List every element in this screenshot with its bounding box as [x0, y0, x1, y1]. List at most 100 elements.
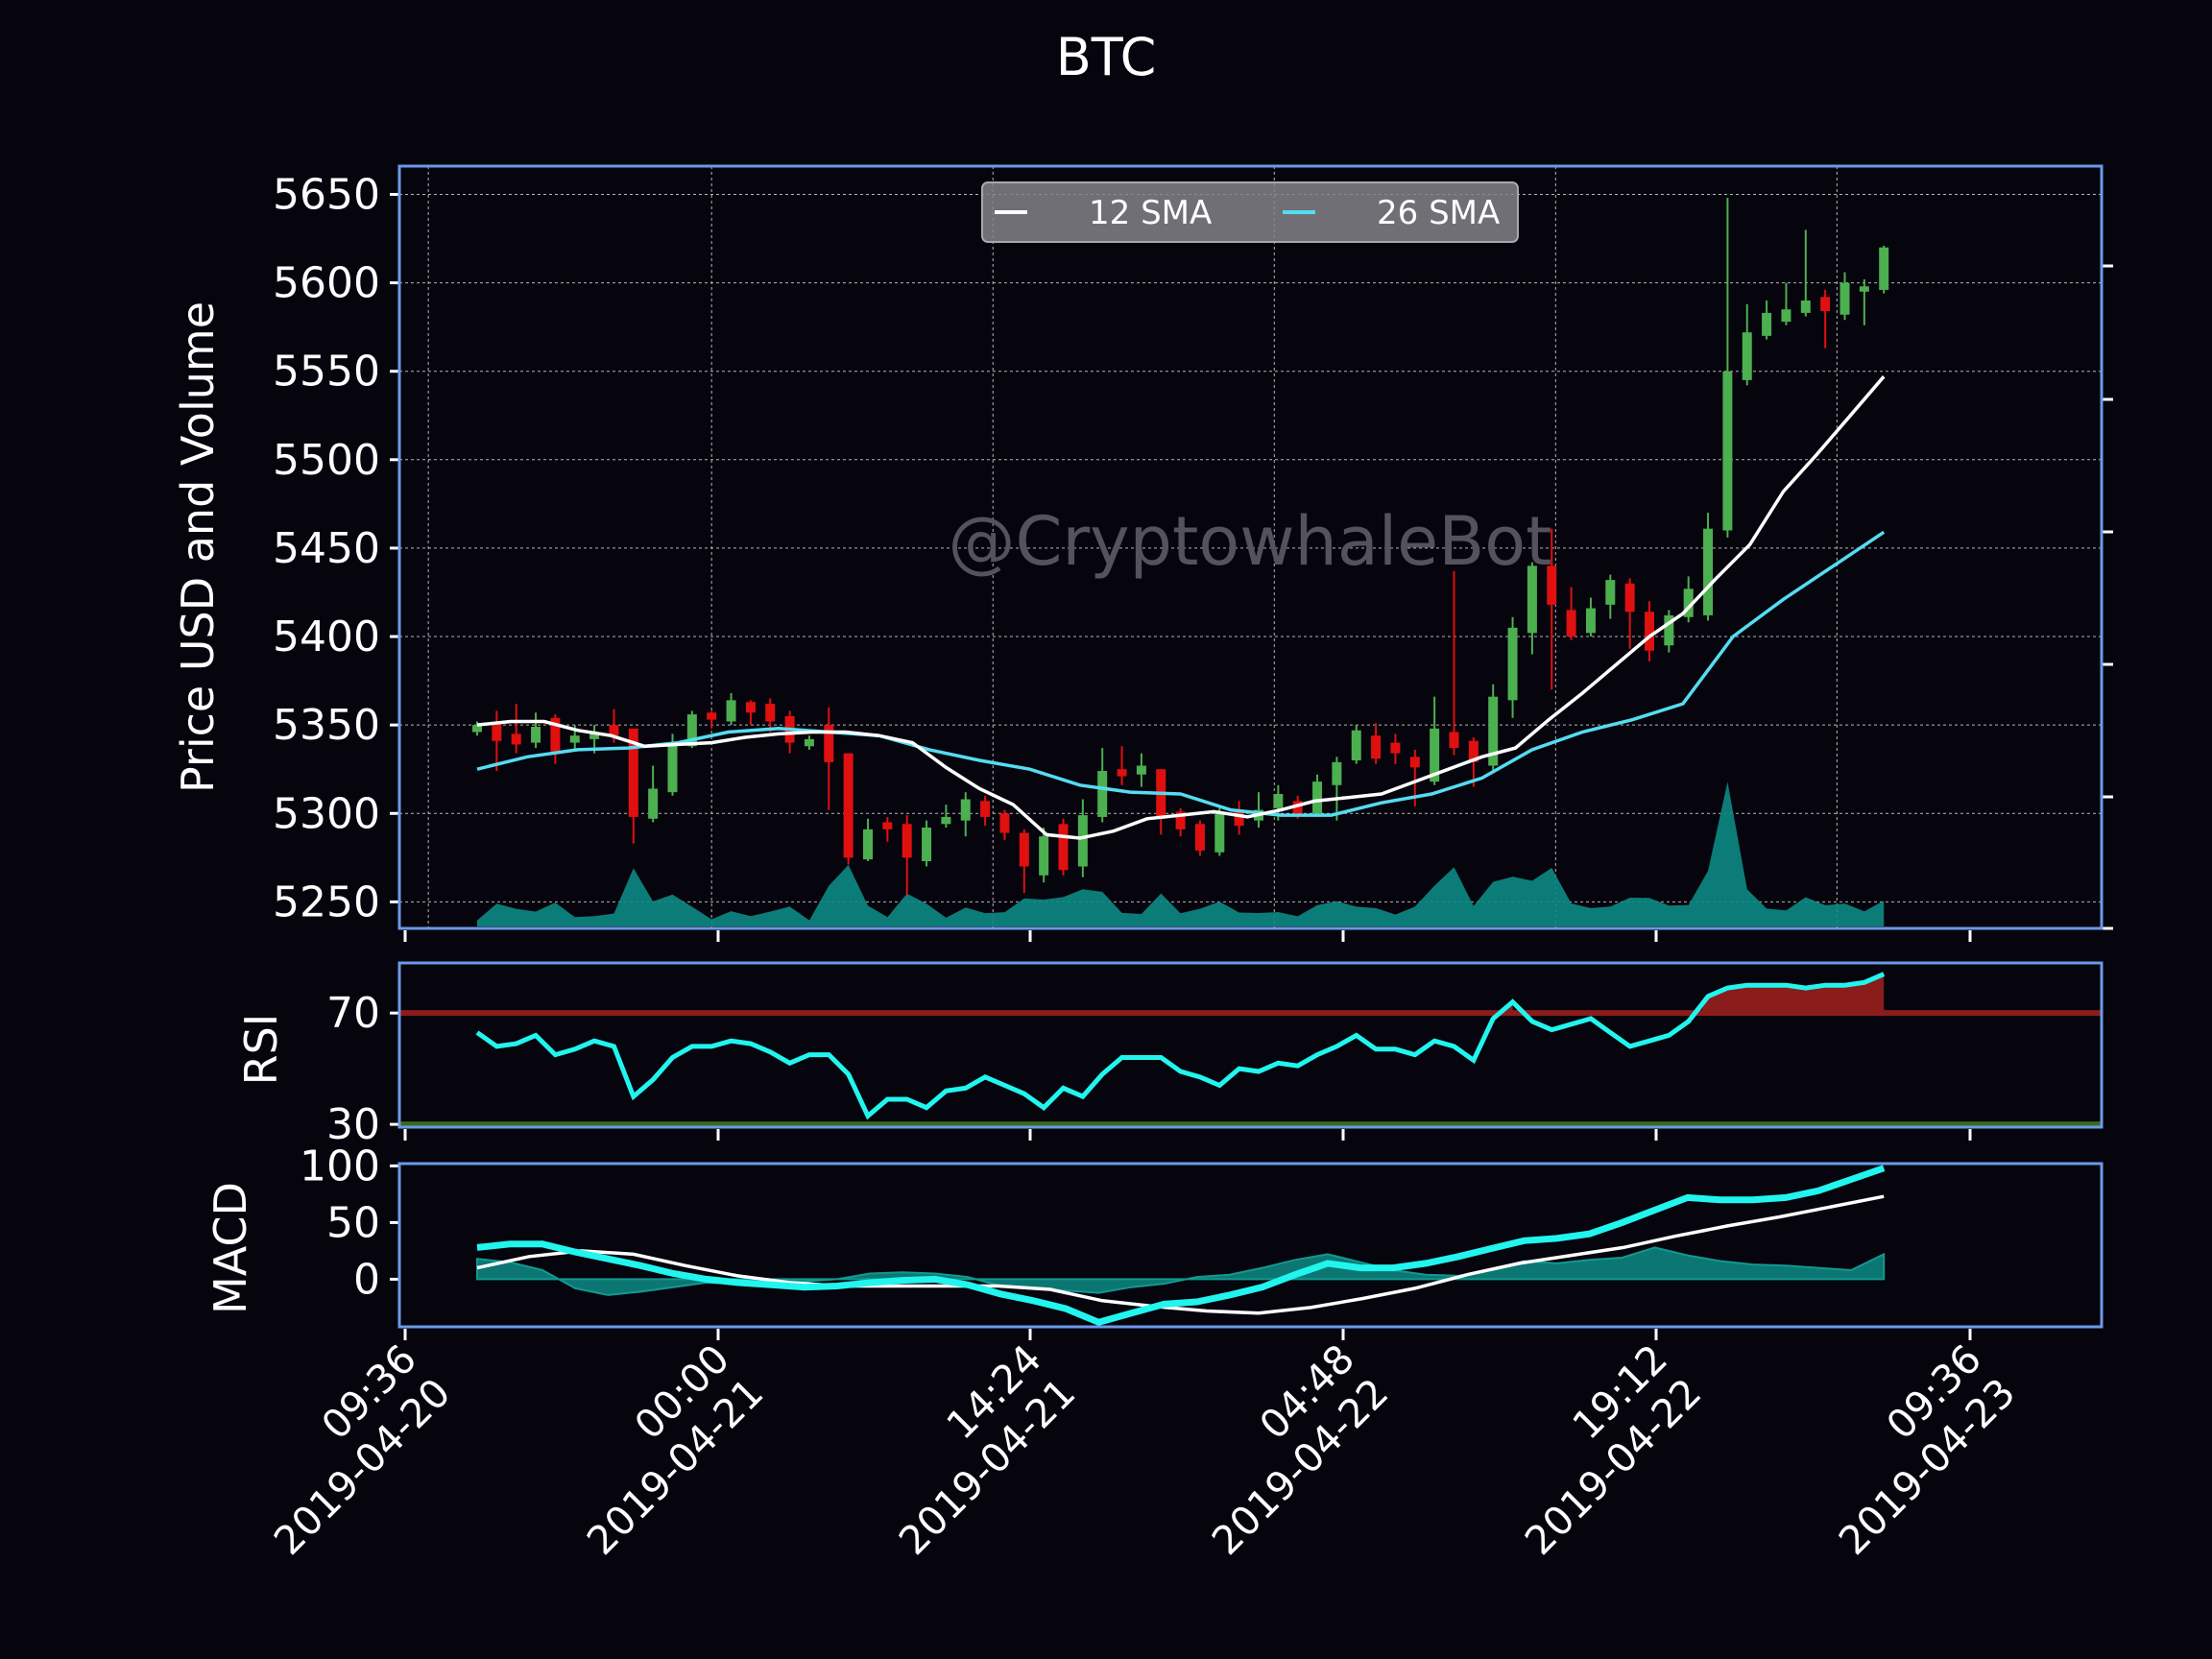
candle-body — [1468, 740, 1479, 762]
macd-y-tick-label: 50 — [326, 1198, 380, 1247]
candle-body — [999, 813, 1010, 833]
candle-body — [531, 726, 541, 743]
rsi-line — [475, 972, 1886, 1120]
macd-line — [476, 1165, 1886, 1326]
legend-box — [981, 181, 1519, 243]
candle-body — [1390, 742, 1401, 754]
price-y-tick-label: 5550 — [273, 348, 380, 397]
price-y-ticks: 5250 5300 5350 5400 5450 5500 5550 5600 5650 — [273, 170, 399, 926]
candle-body — [1879, 247, 1889, 290]
candle-body — [1781, 309, 1791, 323]
rsi-panel-frame — [397, 961, 2104, 1129]
candle-body — [1019, 832, 1029, 867]
candle-body — [1605, 580, 1616, 605]
candle-body — [1077, 815, 1088, 867]
candle-body — [1547, 565, 1557, 605]
candle-body — [686, 714, 697, 747]
candlesticks — [472, 198, 1889, 895]
candle-body — [1273, 793, 1284, 808]
volume-area-shape — [477, 781, 1885, 926]
candle-body — [745, 702, 756, 713]
candle-body — [1312, 781, 1323, 814]
candle-body — [726, 700, 736, 722]
candle-body — [511, 733, 521, 745]
macd-signal-line — [476, 1194, 1885, 1315]
candle-body — [960, 799, 971, 821]
price-y-tick-label: 5500 — [273, 436, 380, 485]
candle-body — [1488, 696, 1499, 766]
candle-body — [1742, 332, 1752, 380]
rsi-overbought-area — [1699, 974, 1885, 1014]
macd-y-tick-label: 0 — [353, 1255, 380, 1304]
macd-histogram-area — [476, 1246, 1886, 1296]
macd-y-ticks: 0 50 100 — [300, 1142, 399, 1304]
candle-body — [550, 717, 561, 752]
candle-body — [492, 723, 502, 741]
price-y-tick-label: 5300 — [273, 789, 380, 838]
candle-body — [1194, 824, 1205, 851]
candle-body — [1058, 824, 1069, 871]
price-y-tick-label: 5350 — [273, 701, 380, 750]
price-y-tick-label: 5250 — [273, 878, 380, 926]
volume-area — [477, 781, 1885, 926]
macd-panel: 0 50 100 MACD — [204, 1142, 2104, 1329]
candle-body — [1859, 286, 1869, 292]
candle-body — [1585, 608, 1596, 634]
candle-body — [1839, 282, 1850, 315]
candle-body — [941, 816, 951, 825]
candle-body — [1039, 836, 1049, 876]
macd-y-axis-label: MACD — [204, 1182, 256, 1314]
candle-body — [980, 801, 991, 817]
legend-label-12-sma: 12 SMA — [1089, 194, 1212, 232]
candle-body — [628, 728, 638, 817]
rsi-y-tick-label: 30 — [326, 1100, 380, 1149]
candle-body — [1820, 297, 1831, 312]
candle-body — [1117, 769, 1127, 777]
candle-body — [1136, 765, 1146, 775]
volume-y-ticks — [2102, 264, 2113, 930]
candle-body — [902, 824, 912, 858]
sma-26-line — [476, 530, 1886, 817]
candle-body — [1527, 565, 1537, 634]
candle-body — [472, 725, 482, 733]
rsi-lines — [399, 972, 2102, 1128]
candle-body — [1097, 771, 1108, 817]
candle-body — [589, 732, 600, 739]
price-y-tick-label: 5400 — [273, 613, 380, 661]
rsi-y-axis-label: RSI — [235, 1014, 287, 1086]
candle-body — [1449, 732, 1459, 749]
price-grid — [399, 166, 2102, 928]
candle-body — [1703, 528, 1714, 615]
candle-body — [1664, 614, 1674, 646]
candle-body — [765, 704, 776, 722]
candle-body — [1762, 312, 1772, 336]
candle-body — [1175, 811, 1186, 830]
legend-label-26-sma: 26 SMA — [1377, 194, 1500, 232]
price-panel-frame — [397, 164, 2104, 930]
macd-histogram — [476, 1246, 1886, 1296]
candle-body — [1409, 757, 1420, 768]
candle-body — [1234, 811, 1244, 827]
candle-body — [1214, 813, 1225, 853]
candle-body — [1800, 301, 1811, 313]
price-y-axis-label: Price USD and Volume — [172, 301, 224, 793]
sma-12-line — [476, 375, 1886, 840]
rsi-y-tick-label: 70 — [326, 989, 380, 1038]
sma-lines — [476, 375, 1886, 840]
chart-title: BTC — [1056, 27, 1157, 87]
price-y-tick-label: 5450 — [273, 524, 380, 573]
candle-body — [648, 788, 659, 819]
candle-body — [1683, 589, 1694, 617]
candle-body — [569, 735, 580, 743]
macd-y-tick-label: 100 — [300, 1142, 380, 1190]
candle-body — [1507, 627, 1518, 701]
candle-body — [707, 712, 717, 720]
candle-body — [922, 827, 932, 861]
candle-body — [863, 829, 873, 860]
watermark: @CryptowhaleBot — [948, 502, 1551, 581]
price-y-tick-label: 5600 — [273, 259, 380, 308]
candle-body — [1722, 371, 1733, 531]
candle-body — [1332, 761, 1342, 785]
